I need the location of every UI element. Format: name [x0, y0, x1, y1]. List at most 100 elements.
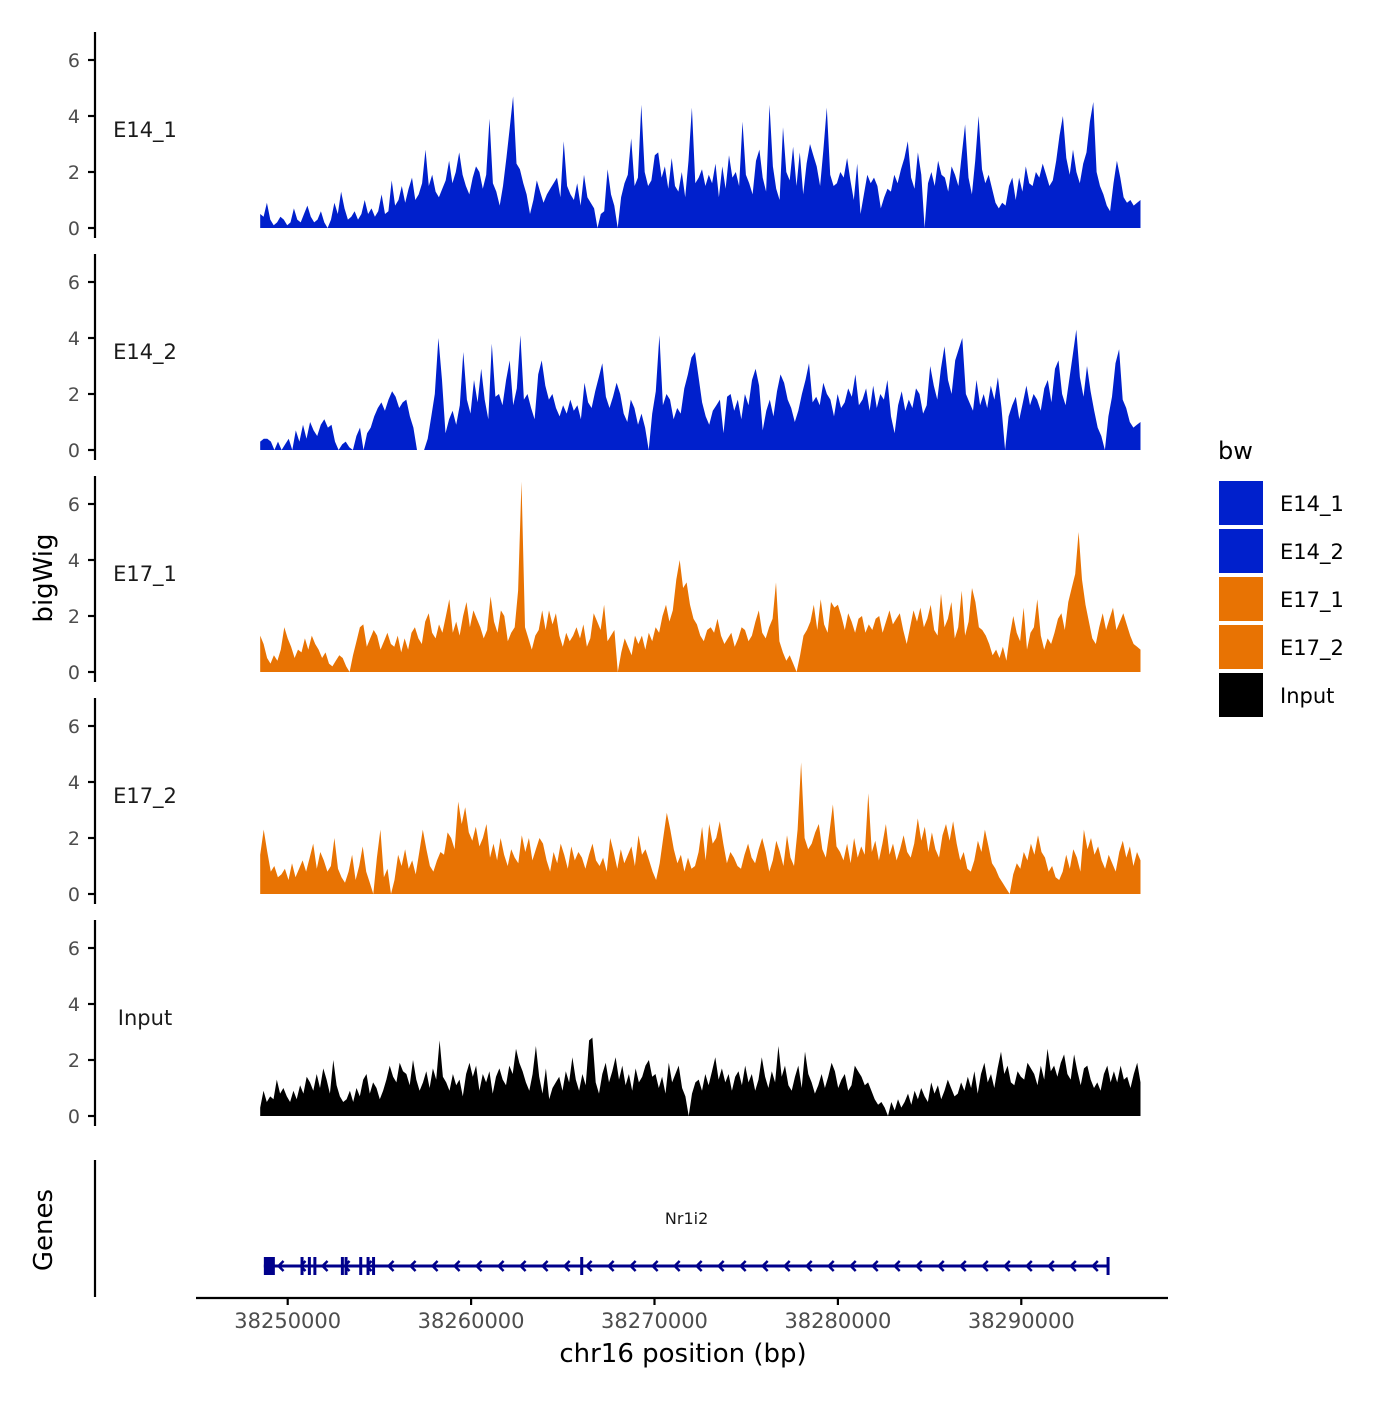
y-tick-label: 6	[68, 272, 80, 294]
y-tick-label: 4	[68, 772, 80, 794]
exon	[372, 1257, 376, 1275]
strand-arrow	[804, 1260, 813, 1272]
strand-arrow	[320, 1260, 329, 1272]
legend-swatch	[1217, 575, 1265, 623]
strand-arrow	[1069, 1260, 1077, 1272]
strand-arrow	[408, 1260, 417, 1272]
legend-item: E17_1	[1217, 575, 1344, 623]
exon	[580, 1257, 584, 1275]
y-axis-title: bigWig	[29, 533, 59, 622]
exon	[359, 1257, 363, 1275]
y-tick-label: 4	[68, 106, 80, 128]
gene-track-title: Genes	[29, 1189, 59, 1271]
strand-arrow	[870, 1260, 879, 1272]
exon	[307, 1257, 311, 1275]
legend-label: E14_2	[1280, 540, 1344, 565]
strand-arrow	[276, 1260, 285, 1272]
strand-arrow	[694, 1260, 703, 1272]
strand-arrow	[848, 1260, 857, 1272]
y-tick-label: 0	[68, 884, 80, 906]
gene-track: Nr1i2	[93, 1160, 1110, 1297]
y-tick-label: 4	[68, 328, 80, 350]
legend-swatch	[1217, 527, 1265, 575]
panel-label: E14_2	[113, 340, 177, 365]
legend-swatch	[1217, 671, 1265, 719]
coverage-area-E17_1	[260, 481, 1141, 672]
exon	[300, 1257, 304, 1275]
x-tick-label: 38270000	[601, 1309, 708, 1333]
legend-swatch	[1217, 623, 1265, 671]
strand-arrow	[1025, 1260, 1033, 1272]
legend-label: E17_1	[1280, 588, 1344, 613]
strand-arrow	[892, 1260, 901, 1272]
strand-arrow	[584, 1260, 593, 1272]
strand-arrow	[650, 1260, 659, 1272]
y-tick-label: 6	[68, 716, 80, 738]
gene-name-label: Nr1i2	[665, 1209, 708, 1228]
strand-arrow	[936, 1260, 945, 1272]
legend-item: E17_2	[1217, 623, 1344, 671]
y-tick-label: 4	[68, 994, 80, 1016]
strand-arrow	[496, 1260, 505, 1272]
strand-arrow	[981, 1260, 989, 1272]
exon	[263, 1257, 275, 1275]
coverage-area-E17_2	[260, 762, 1141, 894]
strand-arrow	[672, 1260, 681, 1272]
legend-label: Input	[1280, 684, 1334, 708]
x-tick-label: 38260000	[418, 1309, 525, 1333]
exon	[366, 1257, 370, 1275]
panel-E14_2: 0 2 4 6 E14_2	[68, 254, 1141, 462]
coverage-area-E14_1	[260, 96, 1141, 229]
strand-arrow	[452, 1260, 461, 1272]
legend-entries: E14_1 E14_2 E17_1 E17_2 Input	[1217, 479, 1344, 719]
panel-E17_2: 0 2 4 6 E17_2	[68, 698, 1141, 906]
exon	[344, 1257, 348, 1275]
y-tick-label: 0	[68, 440, 80, 462]
strand-arrow	[958, 1260, 967, 1272]
x-axis: 38250000 38260000 38270000 38280000 38290000	[196, 1296, 1168, 1333]
strand-arrow	[1091, 1260, 1099, 1272]
exon	[1106, 1257, 1110, 1275]
strand-arrow	[1003, 1260, 1011, 1272]
strand-arrow	[562, 1260, 571, 1272]
panel-label: E17_1	[113, 562, 177, 587]
legend-title: bw	[1218, 437, 1253, 465]
strand-arrow	[914, 1260, 923, 1272]
panel-label: E17_2	[113, 784, 177, 809]
panel-E14_1: 0 2 4 6 E14_1	[68, 32, 1141, 240]
track-panels: 0 2 4 6 E14_1 0 2 4 6 E14_2 0 2 4 6 E17_1 0 2 4 6 E17_2 0 2 4 6…	[68, 32, 1141, 1128]
panel-label: Input	[118, 1006, 172, 1030]
y-tick-label: 2	[68, 606, 80, 628]
exon	[340, 1257, 344, 1275]
strand-arrow	[760, 1260, 769, 1272]
strand-arrow	[606, 1260, 615, 1272]
strand-arrow	[430, 1260, 439, 1272]
y-tick-label: 2	[68, 162, 80, 184]
strand-arrow	[1047, 1260, 1055, 1272]
strand-arrow	[628, 1260, 637, 1272]
panel-E17_1: 0 2 4 6 E17_1	[68, 476, 1141, 684]
legend-label: E17_2	[1280, 636, 1344, 661]
strand-arrow	[540, 1260, 549, 1272]
y-tick-label: 0	[68, 1106, 80, 1128]
y-tick-label: 4	[68, 550, 80, 572]
x-tick-label: 38250000	[234, 1309, 341, 1333]
strand-arrow	[474, 1260, 483, 1272]
legend-swatch	[1217, 479, 1265, 527]
legend: bw E14_1 E14_2 E17_1 E17_2 Input	[1217, 437, 1344, 719]
y-tick-label: 6	[68, 50, 80, 72]
panel-label: E14_1	[113, 118, 177, 143]
legend-item: E14_2	[1217, 527, 1344, 575]
y-tick-label: 2	[68, 1050, 80, 1072]
strand-arrow	[826, 1260, 835, 1272]
panel-Input: 0 2 4 6 Input	[68, 920, 1141, 1128]
y-tick-label: 0	[68, 662, 80, 684]
coverage-area-Input	[260, 1037, 1141, 1116]
strand-arrow	[518, 1260, 527, 1272]
strand-arrow	[716, 1260, 725, 1272]
legend-label: E14_1	[1280, 492, 1344, 517]
y-tick-label: 6	[68, 938, 80, 960]
strand-arrow	[782, 1260, 791, 1272]
